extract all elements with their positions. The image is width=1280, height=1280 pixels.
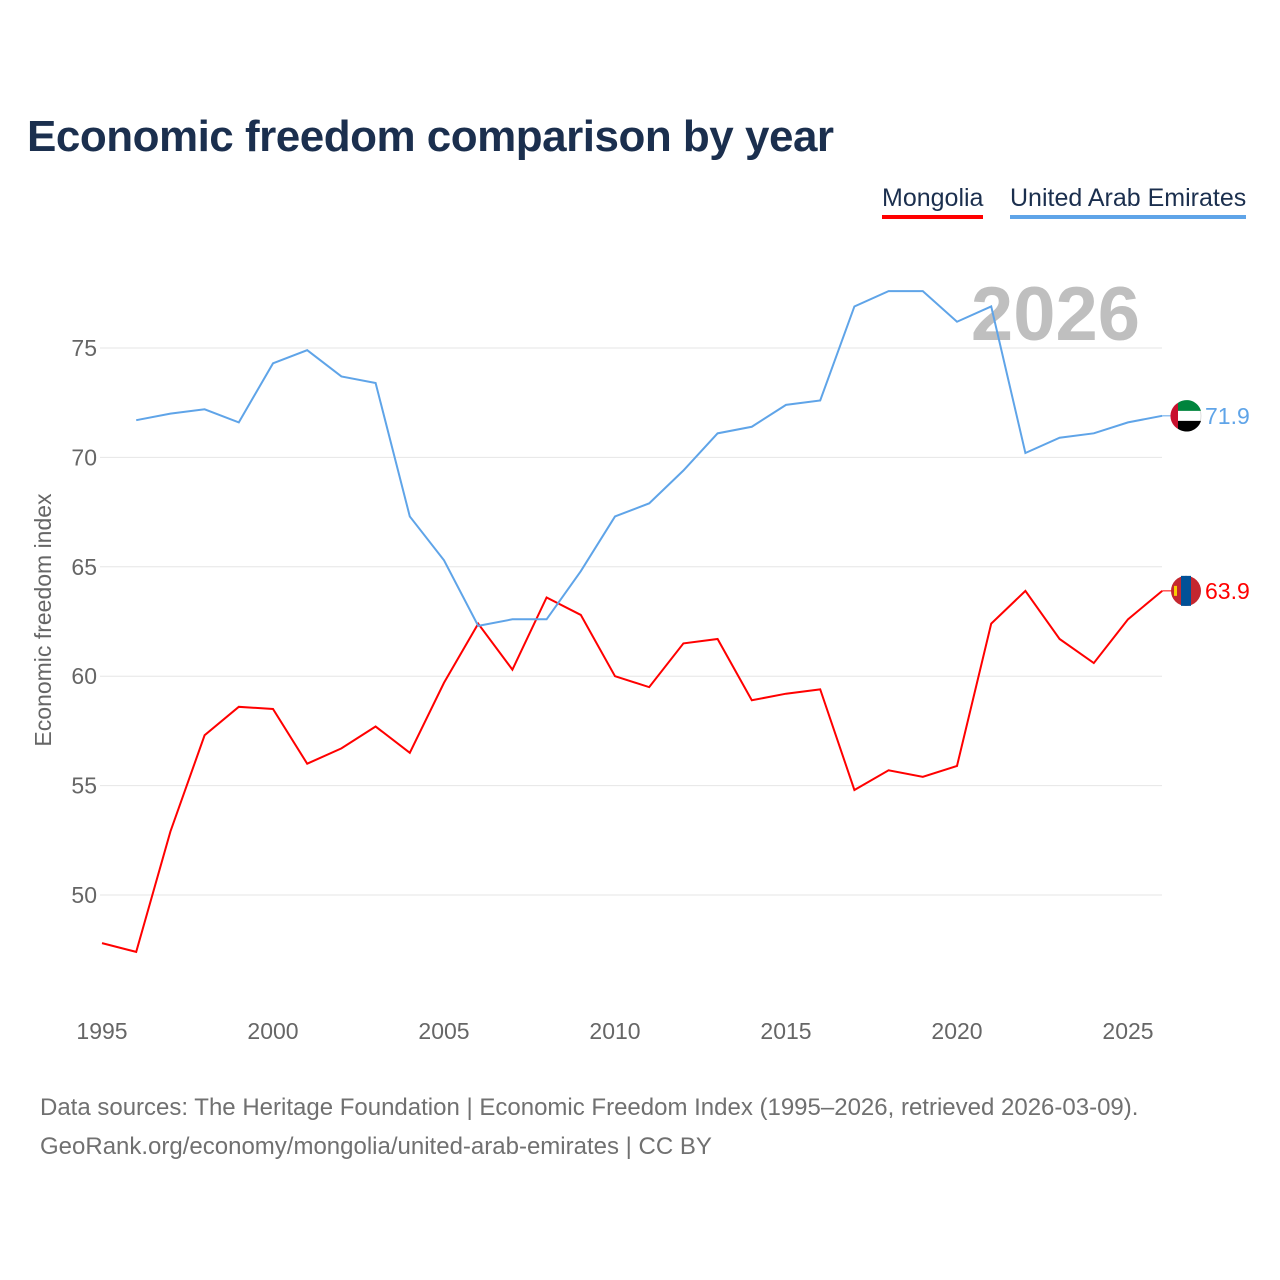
y-tick-label: 60	[71, 663, 97, 689]
year-label: 2026	[971, 272, 1140, 357]
series-line-mongolia	[101, 589, 1163, 954]
x-tick-label: 2015	[760, 1018, 811, 1044]
legend-uae[interactable]: United Arab Emirates	[1010, 184, 1247, 219]
y-axis-label: Economic freedom index	[30, 493, 56, 747]
y-tick-label: 65	[71, 554, 97, 580]
x-tick-label: 2005	[418, 1018, 469, 1044]
end-value-label: 71.9	[1205, 403, 1250, 429]
y-tick-label: 75	[71, 335, 97, 361]
series-line-uae	[136, 290, 1163, 627]
x-tick-label: 2010	[589, 1018, 640, 1044]
legend-mongolia[interactable]: Mongolia	[882, 184, 984, 219]
x-tick-label: 2020	[931, 1018, 982, 1044]
y-tick-label: 70	[71, 444, 97, 470]
y-tick-label: 55	[71, 773, 97, 799]
uae-flag-red	[1170, 402, 1178, 429]
x-tick-label: 1995	[76, 1018, 127, 1044]
y-tick-label: 50	[71, 882, 97, 908]
uae-flag-green	[1178, 400, 1201, 411]
footer-sources: Data sources: The Heritage Foundation | …	[40, 1094, 1139, 1121]
x-tick-label: 2025	[1102, 1018, 1153, 1044]
mongolia-flag-stripe	[1181, 575, 1191, 606]
x-tick-label: 2000	[247, 1018, 298, 1044]
uae-flag-black	[1178, 420, 1201, 432]
mongolia-flag-soyombo	[1174, 585, 1177, 596]
footer: Data sources: The Heritage Foundation | …	[40, 1088, 1138, 1166]
chart-title: Economic freedom comparison by year	[27, 112, 834, 161]
end-value-label: 63.9	[1205, 578, 1250, 604]
footer-link[interactable]: GeoRank.org/economy/mongolia/united-arab…	[40, 1133, 712, 1160]
